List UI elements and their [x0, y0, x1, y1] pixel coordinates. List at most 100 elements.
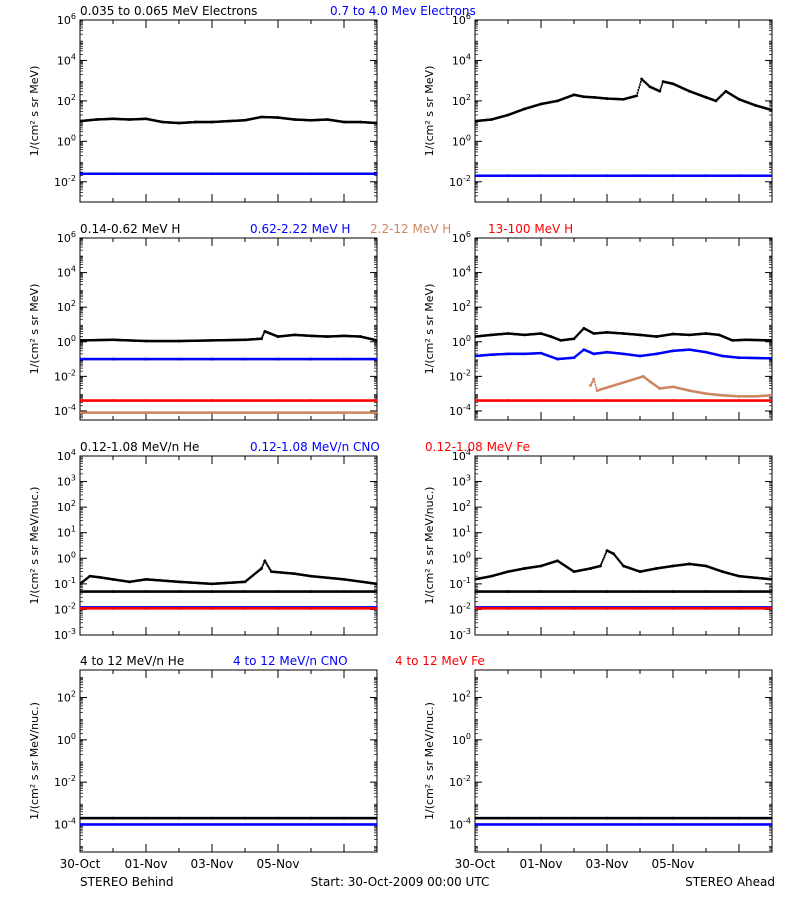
data-point: [305, 334, 307, 337]
data-point: [363, 399, 366, 402]
data-point: [260, 115, 263, 119]
data-point: [288, 399, 291, 402]
data-point: [183, 399, 186, 402]
data-point: [604, 399, 607, 402]
data-point: [84, 357, 86, 361]
data-point: [490, 353, 493, 357]
data-point: [195, 411, 198, 414]
data-point: [101, 118, 104, 121]
data-point: [359, 399, 362, 402]
data-point: [598, 388, 601, 392]
data-point: [121, 357, 123, 361]
data-point: [372, 172, 374, 175]
data-point: [315, 334, 318, 338]
data-point: [768, 357, 771, 360]
data-point: [332, 399, 335, 402]
data-point: [127, 339, 130, 342]
data-point: [637, 88, 640, 92]
data-point: [355, 399, 358, 402]
data-point: [701, 174, 704, 177]
data-point: [297, 172, 300, 175]
data-point: [765, 394, 768, 397]
data-point: [608, 97, 611, 100]
data-point: [118, 399, 121, 402]
data-point: [274, 357, 277, 361]
data-point: [701, 174, 703, 177]
data-point: [478, 334, 480, 338]
data-point: [480, 334, 483, 338]
data-point: [185, 339, 188, 343]
data-point: [241, 411, 244, 414]
data-point: [83, 411, 85, 414]
data-point: [483, 119, 485, 122]
data-point: [102, 357, 104, 361]
data-point: [574, 174, 577, 177]
data-point: [169, 172, 172, 175]
data-point: [193, 172, 196, 175]
data-point: [525, 333, 527, 336]
data-point: [135, 118, 137, 121]
data-point: [89, 411, 92, 414]
data-point: [331, 399, 334, 402]
data-point: [620, 382, 622, 385]
data-point: [663, 80, 666, 84]
data-point: [569, 399, 572, 402]
data-point: [93, 411, 95, 414]
data-point: [729, 338, 732, 341]
data-point: [481, 399, 484, 402]
data-point: [206, 399, 208, 402]
data-point: [156, 357, 159, 361]
data-point: [498, 353, 500, 356]
data-point: [339, 399, 342, 402]
data-point: [175, 172, 178, 175]
data-point: [127, 399, 129, 402]
data-point: [591, 174, 593, 177]
data-point: [503, 174, 505, 177]
data-point: [303, 411, 306, 414]
data-point: [183, 339, 185, 343]
data-point: [686, 88, 688, 92]
data-point: [638, 376, 640, 379]
data-point: [651, 382, 654, 385]
data-point: [187, 399, 189, 402]
data-point: [563, 97, 565, 100]
data-point: [750, 338, 753, 342]
data-point: [171, 411, 174, 414]
data-point: [269, 172, 272, 175]
data-point: [210, 399, 214, 402]
data-point: [222, 338, 225, 342]
data-point: [717, 333, 721, 337]
data-point: [196, 172, 198, 175]
data-point: [667, 386, 669, 389]
data-point: [503, 174, 506, 177]
data-point: [184, 121, 187, 124]
data-point: [552, 100, 555, 103]
data-point: [729, 355, 732, 359]
data-point: [708, 351, 711, 355]
data-point: [509, 112, 512, 116]
data-point: [608, 174, 611, 177]
data-point: [92, 411, 94, 414]
data-point: [529, 352, 532, 355]
data-point: [133, 357, 136, 361]
data-point: [518, 352, 521, 356]
data-point: [134, 172, 137, 175]
data-point: [337, 172, 340, 175]
data-point: [481, 354, 484, 357]
data-point: [123, 357, 126, 361]
data-point: [262, 399, 264, 402]
data-point: [763, 106, 766, 110]
data-point: [250, 399, 253, 402]
data-point: [532, 105, 535, 108]
data-point: [288, 411, 291, 414]
data-point: [176, 172, 179, 175]
data-point: [525, 352, 527, 355]
data-point: [548, 354, 551, 358]
data-point: [264, 411, 266, 414]
data-point: [167, 357, 170, 361]
data-point: [80, 399, 82, 402]
data-point: [115, 117, 118, 121]
data-point: [123, 411, 126, 414]
data-point: [306, 334, 308, 337]
data-point: [588, 399, 590, 402]
